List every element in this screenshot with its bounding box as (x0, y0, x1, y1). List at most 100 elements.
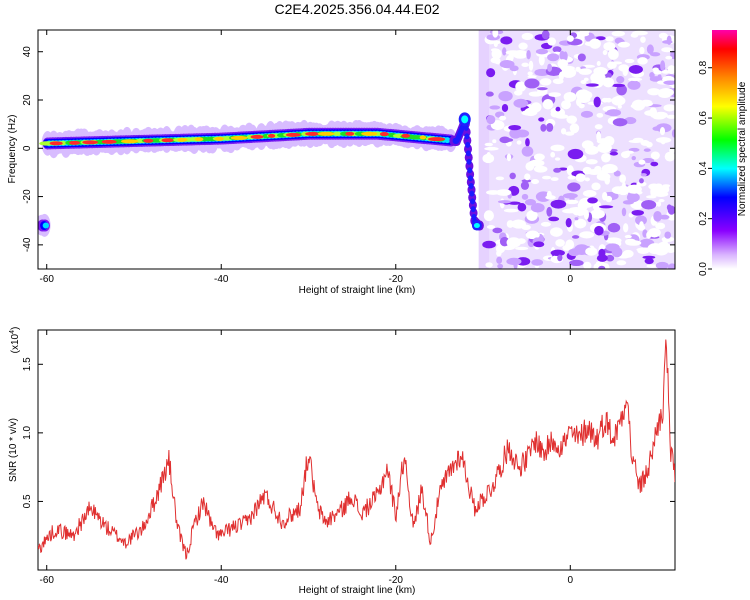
noise-blob (583, 261, 592, 269)
snr-plot-area (37, 329, 676, 571)
noise-blob (621, 207, 627, 217)
noise-blob (605, 254, 615, 262)
noise-blob (619, 174, 627, 183)
noise-blob (582, 190, 597, 197)
noise-blob (563, 91, 577, 103)
noise-blob (565, 218, 572, 228)
noise-blob (492, 139, 497, 144)
noise-blob (617, 104, 622, 109)
ridge-red (121, 139, 139, 144)
noise-blob (655, 137, 672, 143)
hook-top-peak-core (461, 115, 469, 124)
noise-blob (622, 249, 634, 258)
noise-blob (501, 103, 509, 112)
noise-blob (650, 186, 655, 197)
noise-blob (516, 140, 522, 145)
noise-blob (509, 172, 516, 180)
noise-blob (550, 144, 565, 152)
noise-blob (490, 57, 501, 64)
noise-blob (539, 78, 552, 86)
noise-blob (533, 153, 545, 161)
snr-scale-exp: 4 (9, 330, 16, 334)
noise-blob (658, 198, 665, 203)
spectrogram-y-label: Frequency (Hz) (7, 115, 18, 184)
noise-blob (571, 235, 580, 239)
noise-blob (497, 263, 504, 269)
noise-blob (495, 189, 512, 196)
noise-blob (531, 179, 540, 185)
noise-blob (490, 120, 505, 131)
noise-blob (514, 90, 523, 96)
ridge-red (317, 131, 335, 136)
noise-blob (558, 71, 564, 81)
noise-blob (671, 84, 675, 89)
figure-title: C2E4.2025.356.04.44.E02 (274, 1, 439, 17)
spectrogram-y-tick-label: 20 (22, 94, 33, 106)
noise-blob (583, 209, 589, 220)
noise-blob (564, 131, 575, 136)
noise-blob (575, 66, 581, 72)
noise-blob (640, 173, 647, 177)
spectrogram-frame (37, 29, 676, 270)
noise-blob (533, 241, 545, 248)
noise-blob (569, 259, 584, 267)
noise-blob (521, 62, 529, 67)
noise-blob (541, 30, 550, 40)
noise-blob (660, 60, 666, 72)
noise-blob (641, 200, 657, 210)
noise-blob (630, 103, 641, 109)
noise-blob (521, 193, 529, 200)
noise-blob (628, 77, 643, 82)
noise-blob (499, 60, 515, 69)
noise-blob (482, 153, 495, 164)
noise-blob (609, 151, 619, 156)
noise-blob (489, 105, 501, 110)
noise-blob (593, 96, 601, 108)
spectrogram-y-tick-label: 0 (22, 145, 33, 151)
noise-blob (579, 231, 595, 239)
noise-blob (659, 214, 670, 220)
noise-blob (500, 36, 513, 45)
noise-blob (492, 30, 499, 38)
noise-blob (530, 203, 545, 213)
noise-blob (662, 40, 673, 44)
noise-blob (631, 209, 644, 216)
noise-blob (540, 123, 547, 132)
ridge-red (361, 131, 378, 136)
noise-blob (499, 115, 507, 121)
hook-inner (467, 167, 473, 174)
noise-blob (524, 78, 540, 89)
spectrogram-y-tick-label: -20 (22, 189, 33, 204)
noise-blob (626, 192, 640, 203)
hook-inner (469, 190, 475, 197)
noise-blob (607, 222, 621, 233)
noise-blob (542, 98, 554, 110)
snr-x-label: Height of straight line (km) (299, 585, 416, 596)
snr-y-tick-label: 0.5 (22, 494, 33, 508)
noise-blob (515, 246, 529, 251)
noise-blob (495, 176, 505, 181)
noise-blob (640, 36, 646, 43)
noise-blob (540, 221, 551, 227)
noise-blob (602, 77, 615, 88)
colorbar-tick-label: 0.4 (698, 161, 709, 175)
noise-blob (655, 222, 666, 230)
noise-blob (575, 89, 591, 101)
noise-blob (528, 159, 545, 167)
noise-blob (650, 161, 659, 167)
ridge-cyan (42, 222, 50, 229)
noise-blob (624, 58, 635, 64)
noise-blob (585, 247, 598, 256)
ridge-red (305, 131, 320, 136)
noise-blob (546, 123, 554, 132)
ridge-red (82, 140, 98, 145)
noise-blob (496, 250, 502, 257)
noise-blob (598, 205, 614, 209)
noise-blob (647, 243, 664, 255)
noise-blob (587, 197, 598, 204)
noise-blob (506, 153, 512, 162)
noise-blob (527, 71, 533, 76)
snr-y-tick-label: 1.5 (22, 357, 33, 371)
spectrogram-x-ticks: -60 -40 -20 0 (39, 30, 574, 285)
noise-blob (611, 186, 625, 195)
